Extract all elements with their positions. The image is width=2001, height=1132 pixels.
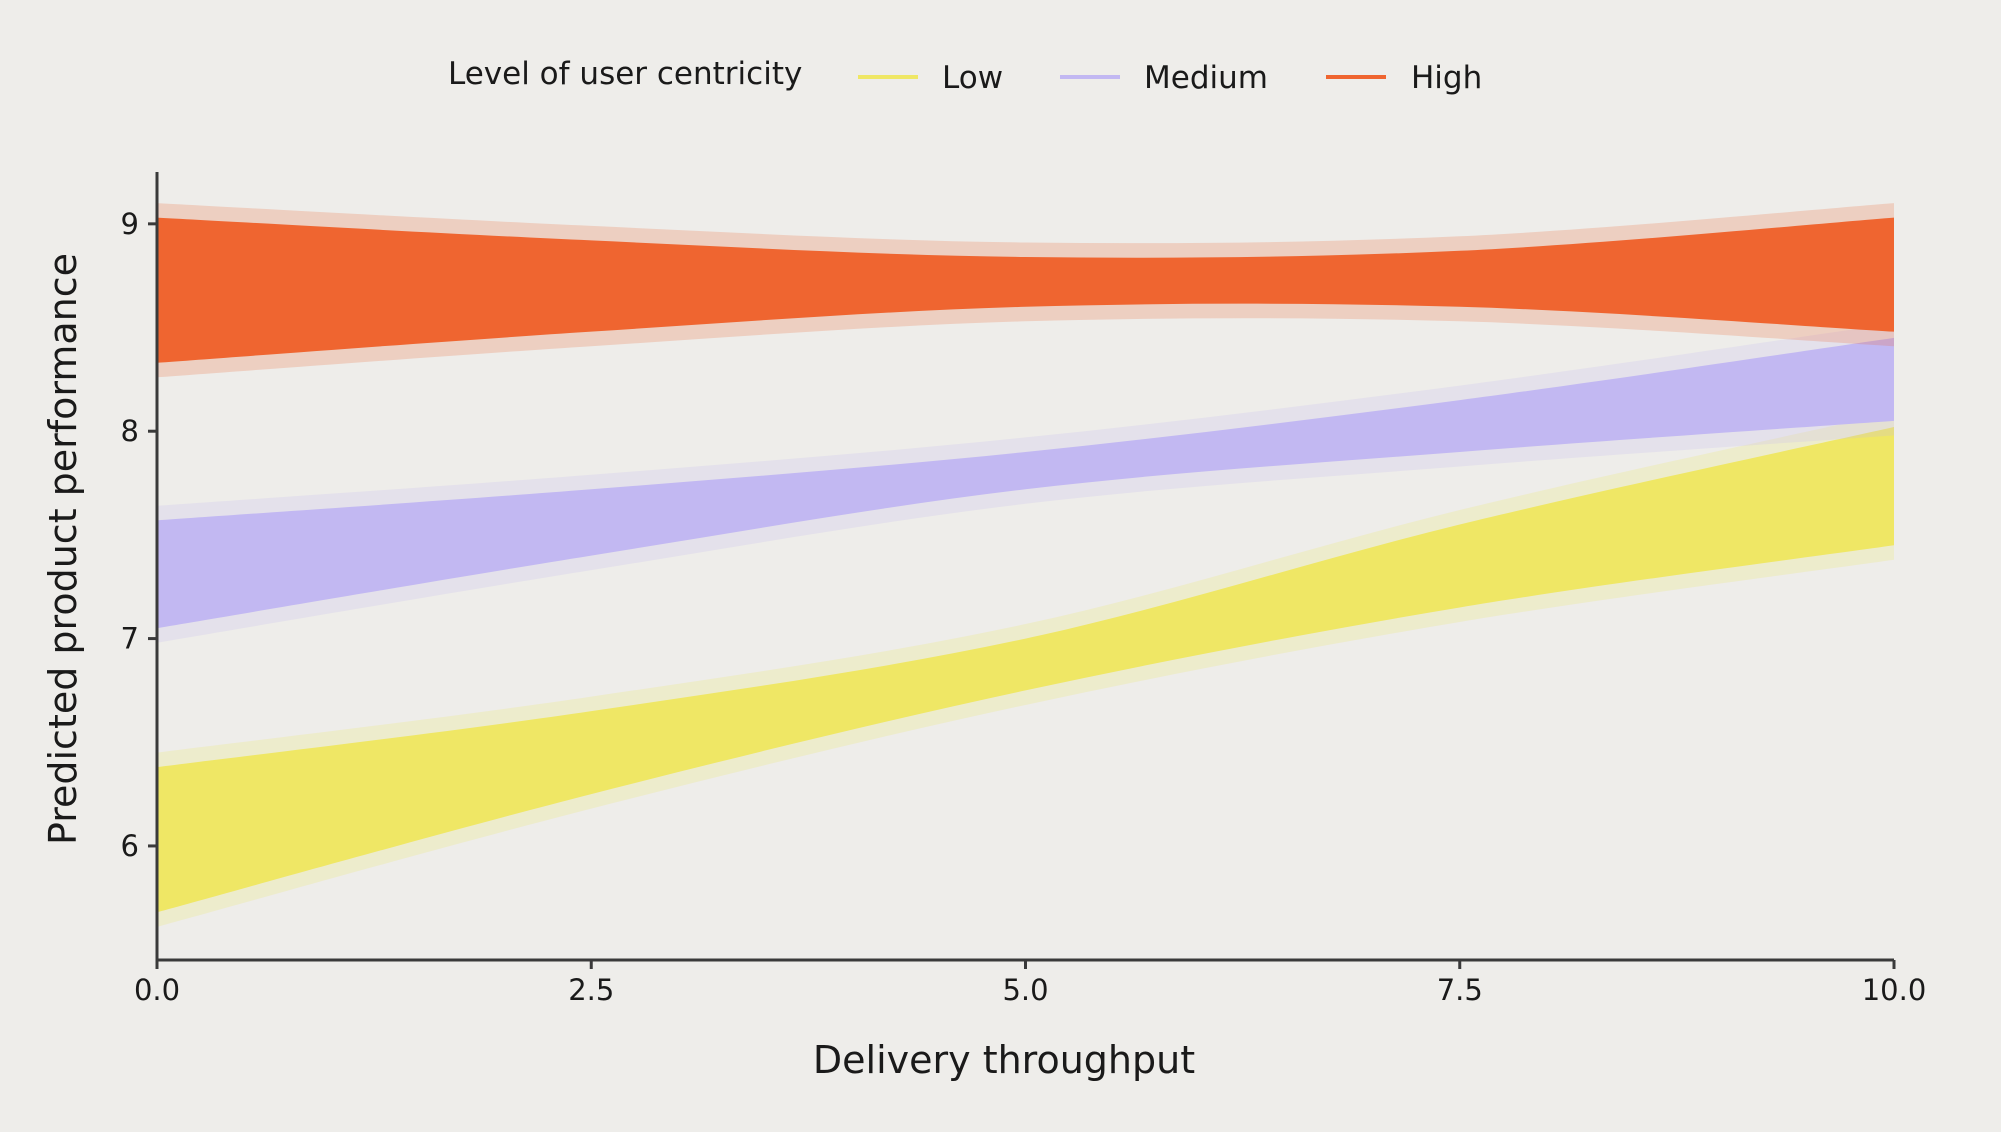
y-tick-label: 6: [121, 829, 139, 863]
band-low: [157, 427, 1894, 913]
x-tick-label: 0.0: [134, 973, 180, 1007]
series-high: [157, 203, 1894, 378]
legend-label-medium: Medium: [1144, 60, 1268, 96]
y-tick-label: 8: [121, 414, 139, 448]
legend-item-medium: Medium: [1060, 60, 1268, 96]
series-low: [157, 412, 1894, 927]
x-tick-label: 10.0: [1862, 973, 1927, 1007]
band-medium: [157, 337, 1894, 629]
y-tick-label: 7: [121, 622, 139, 656]
legend-label-low: Low: [942, 60, 1003, 96]
x-tick-label: 7.5: [1437, 973, 1483, 1007]
band-high: [157, 217, 1894, 363]
y-tick-label: 9: [121, 207, 139, 241]
legend-title: Level of user centricity: [448, 56, 802, 92]
x-axis-title: Delivery throughput: [813, 1038, 1195, 1082]
legend-item-high: High: [1326, 60, 1482, 96]
y-axis-title: Predicted product performance: [41, 253, 85, 845]
legend-item-low: Low: [858, 60, 1003, 96]
series-medium: [157, 323, 1894, 643]
x-tick-label: 2.5: [568, 973, 614, 1007]
legend-label-high: High: [1411, 60, 1482, 96]
legend: Level of user centricity Low Medium High: [448, 56, 1482, 96]
x-tick-label: 5.0: [1002, 973, 1048, 1007]
